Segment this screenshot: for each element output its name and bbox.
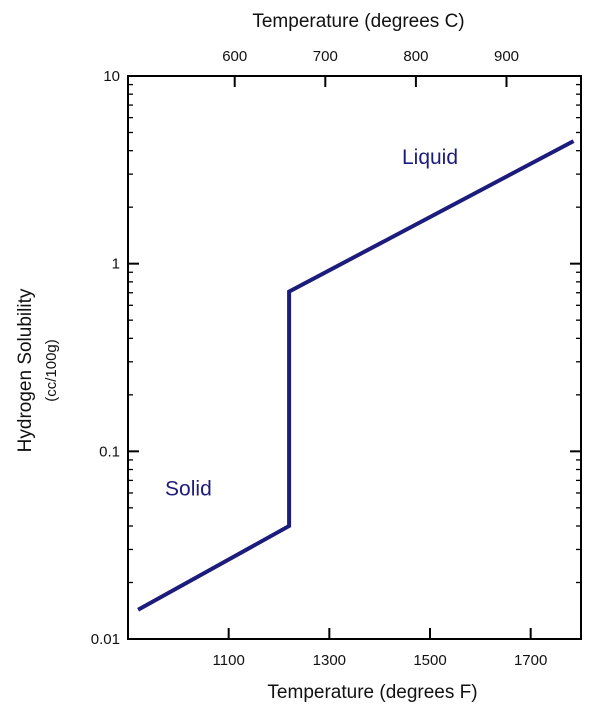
- y-axis-title: Hydrogen Solubility: [15, 288, 36, 452]
- x-tick-label: 1300: [313, 652, 346, 669]
- x2-tick-label: 600: [222, 48, 247, 65]
- plot-frame: [127, 75, 582, 640]
- x-tick-label: 1100: [213, 652, 245, 669]
- x2-tick-label: 900: [494, 48, 519, 65]
- x-tick-label: 1500: [413, 652, 446, 669]
- x2-axis-title: Temperature (degrees C): [252, 11, 464, 32]
- x2-tick-label: 700: [313, 48, 338, 65]
- y-tick-label: 0.1: [99, 443, 120, 460]
- annotation-solid-label: Solid: [165, 478, 212, 501]
- y-axis-units: (cc/100g): [43, 339, 60, 402]
- y-tick-label: 10: [103, 68, 120, 85]
- annotation-liquid-label: Liquid: [402, 146, 458, 169]
- series-line: [137, 139, 575, 612]
- y-tick-label: 1: [112, 256, 120, 273]
- x-axis-title: Temperature (degrees F): [267, 682, 477, 703]
- x2-tick-label: 800: [403, 48, 428, 65]
- y-tick-label: 0.01: [91, 631, 120, 648]
- x-tick-label: 1700: [514, 652, 547, 669]
